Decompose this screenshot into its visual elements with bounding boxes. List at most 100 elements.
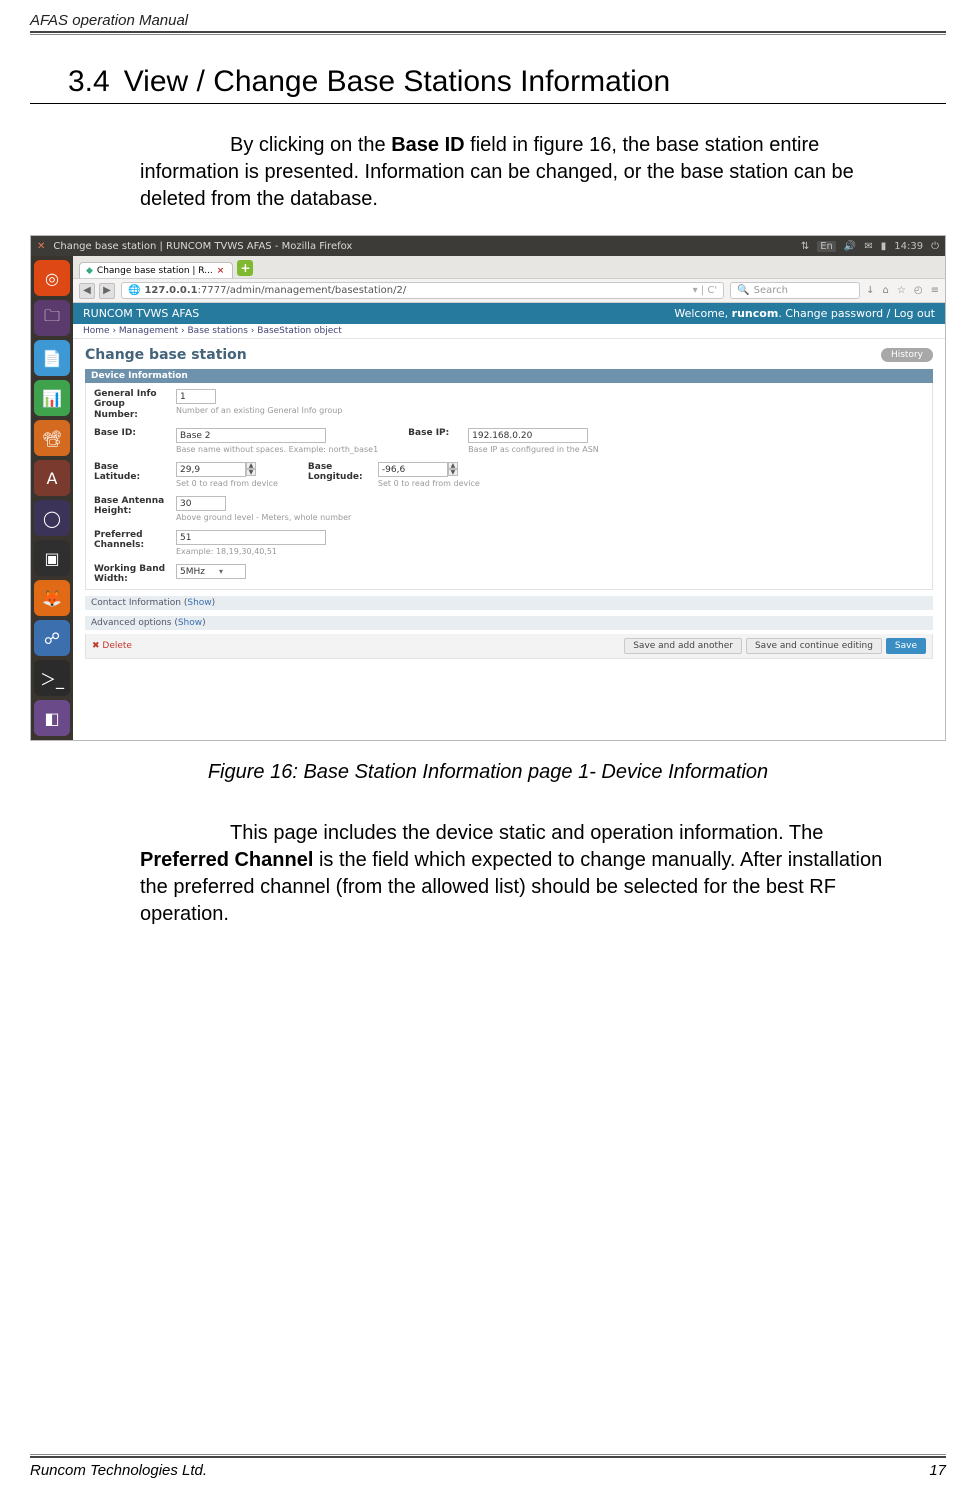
section-device-information: Device Information	[85, 369, 933, 383]
site-identity-icon: 🌐	[128, 285, 140, 296]
app-brand: RUNCOM TVWS AFAS	[83, 307, 199, 320]
launcher-eclipse-icon[interactable]: ◯	[34, 500, 70, 536]
label-longitude: Base Longitude:	[308, 462, 368, 488]
label-latitude: Base Latitude:	[94, 462, 166, 483]
nav-forward-button[interactable]: ▶	[99, 283, 115, 299]
help-ant: Above ground level - Meters, whole numbe…	[176, 513, 351, 522]
lang-indicator[interactable]: En	[817, 241, 836, 252]
p2-bold: Preferred Channel	[140, 849, 313, 871]
label-group-number: General Info Group Number:	[94, 389, 166, 420]
paragraph-1: By clicking on the Base ID field in figu…	[140, 132, 906, 213]
tab-close-icon[interactable]: ×	[217, 266, 225, 276]
footer-left: Runcom Technologies Ltd.	[30, 1462, 207, 1479]
home-icon[interactable]: ⌂	[883, 285, 889, 296]
save-continue-button[interactable]: Save and continue editing	[746, 638, 882, 654]
section-rule	[30, 103, 946, 104]
input-group-number[interactable]: 1	[176, 389, 216, 404]
mail-icon[interactable]: ✉	[864, 241, 872, 252]
p1-bold: Base ID	[391, 134, 464, 156]
sound-icon[interactable]: 🔊	[844, 241, 856, 252]
help-group: Number of an existing General Info group	[176, 406, 342, 415]
section-number: 3.4	[68, 65, 110, 98]
search-placeholder: Search	[754, 285, 788, 296]
toolbar-right-icons: ↓ ⌂ ☆ ◴ ≡	[866, 285, 939, 296]
input-latitude[interactable]: 29,9	[176, 462, 246, 477]
history-icon[interactable]: ◴	[914, 285, 923, 296]
input-base-id[interactable]: Base 2	[176, 428, 326, 443]
figure-caption: Figure 16: Base Station Information page…	[30, 761, 946, 784]
window-close-icon[interactable]: ✕	[37, 241, 45, 252]
page-title: Change base station	[85, 347, 247, 363]
doc-header-left: AFAS operation Manual	[30, 12, 188, 29]
menu-icon[interactable]: ≡	[931, 285, 939, 296]
longitude-spinner[interactable]: ▲▼	[448, 462, 458, 477]
p1-pre: By clicking on the	[230, 134, 391, 156]
label-bandwidth: Working Band Width:	[94, 564, 166, 585]
footer-page-number: 17	[929, 1462, 946, 1479]
new-tab-button[interactable]: +	[237, 260, 253, 276]
help-pref: Example: 18,19,30,40,51	[176, 547, 326, 556]
clock[interactable]: 14:39	[894, 241, 923, 252]
app-header-band: RUNCOM TVWS AFAS Welcome, runcom. Change…	[73, 303, 945, 324]
latitude-spinner[interactable]: ▲▼	[246, 462, 256, 477]
launcher-impress-icon[interactable]: 📽	[34, 420, 70, 456]
label-base-ip: Base IP:	[408, 428, 458, 454]
ubuntu-top-panel: ✕ Change base station | RUNCOM TVWS AFAS…	[31, 236, 945, 256]
help-base-ip: Base IP as configured in the ASN	[468, 445, 599, 454]
input-antenna-height[interactable]: 30	[176, 496, 226, 511]
label-preferred-channels: Preferred Channels:	[94, 530, 166, 551]
paragraph-2: This page includes the device static and…	[140, 820, 906, 928]
app-welcome: Welcome, runcom. Change password / Log o…	[674, 307, 935, 320]
browser-tab[interactable]: ◆ Change base station | R... ×	[79, 262, 233, 278]
launcher-firefox-icon[interactable]: 🦊	[34, 580, 70, 616]
help-base-id: Base name without spaces. Example: north…	[176, 445, 378, 454]
help-lon: Set 0 to read from device	[378, 479, 480, 488]
device-info-form: General Info Group Number: 1 Number of a…	[85, 383, 933, 590]
breadcrumb[interactable]: Home › Management › Base stations › Base…	[73, 324, 945, 339]
window-title: Change base station | RUNCOM TVWS AFAS -…	[53, 241, 800, 252]
figure-16-screenshot: ✕ Change base station | RUNCOM TVWS AFAS…	[30, 235, 946, 741]
launcher-app4-icon[interactable]: ◧	[34, 700, 70, 736]
history-button[interactable]: History	[881, 348, 933, 362]
header-rule	[30, 31, 946, 35]
launcher-app1-icon[interactable]: A	[34, 460, 70, 496]
launcher-calc-icon[interactable]: 📊	[34, 380, 70, 416]
section-advanced-options[interactable]: Advanced options (Show)	[85, 616, 933, 630]
save-button[interactable]: Save	[886, 638, 926, 654]
page-footer: Runcom Technologies Ltd. 17	[30, 1454, 946, 1479]
p2-pre: This page includes the device static and…	[230, 822, 823, 844]
section-heading: 3.4 View / Change Base Stations Informati…	[68, 65, 946, 99]
battery-icon[interactable]: ▮	[881, 241, 887, 252]
delete-button[interactable]: ✖ Delete	[92, 641, 132, 651]
form-actions: ✖ Delete Save and add another Save and c…	[85, 634, 933, 659]
network-icon[interactable]: ⇅	[801, 241, 809, 252]
launcher-files-icon[interactable]: 🗀	[34, 300, 70, 336]
help-lat: Set 0 to read from device	[176, 479, 278, 488]
downloads-icon[interactable]: ↓	[866, 285, 874, 296]
search-icon: 🔍	[737, 285, 749, 296]
section-title: View / Change Base Stations Information	[124, 65, 670, 98]
select-bandwidth[interactable]: 5MHz	[176, 564, 246, 579]
url-text: 127.0.0.1:7777/admin/management/basestat…	[144, 285, 406, 296]
input-preferred-channels[interactable]: 51	[176, 530, 326, 545]
tab-favicon-icon: ◆	[86, 266, 93, 276]
launcher-dash-icon[interactable]: ◎	[34, 260, 70, 296]
launcher-writer-icon[interactable]: 📄	[34, 340, 70, 376]
power-icon[interactable]: ⏻	[931, 241, 939, 252]
launcher-app3-icon[interactable]: ☍	[34, 620, 70, 656]
launcher-terminal-icon[interactable]: ＞_	[34, 660, 70, 696]
url-bar[interactable]: 🌐 127.0.0.1:7777/admin/management/basest…	[121, 282, 724, 299]
firefox-toolbar: ◀ ▶ 🌐 127.0.0.1:7777/admin/management/ba…	[73, 278, 945, 303]
search-box[interactable]: 🔍 Search	[730, 282, 860, 299]
launcher-player-icon[interactable]: ▣	[34, 540, 70, 576]
save-add-another-button[interactable]: Save and add another	[624, 638, 742, 654]
nav-back-button[interactable]: ◀	[79, 283, 95, 299]
firefox-tabstrip: ◆ Change base station | R... × +	[73, 256, 945, 278]
bookmark-icon[interactable]: ☆	[897, 285, 906, 296]
section-contact-info[interactable]: Contact Information (Show)	[85, 596, 933, 610]
input-base-ip[interactable]: 192.168.0.20	[468, 428, 588, 443]
input-longitude[interactable]: -96,6	[378, 462, 448, 477]
ubuntu-launcher: ◎ 🗀 📄 📊 📽 A ◯ ▣ 🦊 ☍ ＞_ ◧	[31, 256, 73, 740]
label-antenna-height: Base Antenna Height:	[94, 496, 166, 517]
label-base-id: Base ID:	[94, 428, 166, 438]
